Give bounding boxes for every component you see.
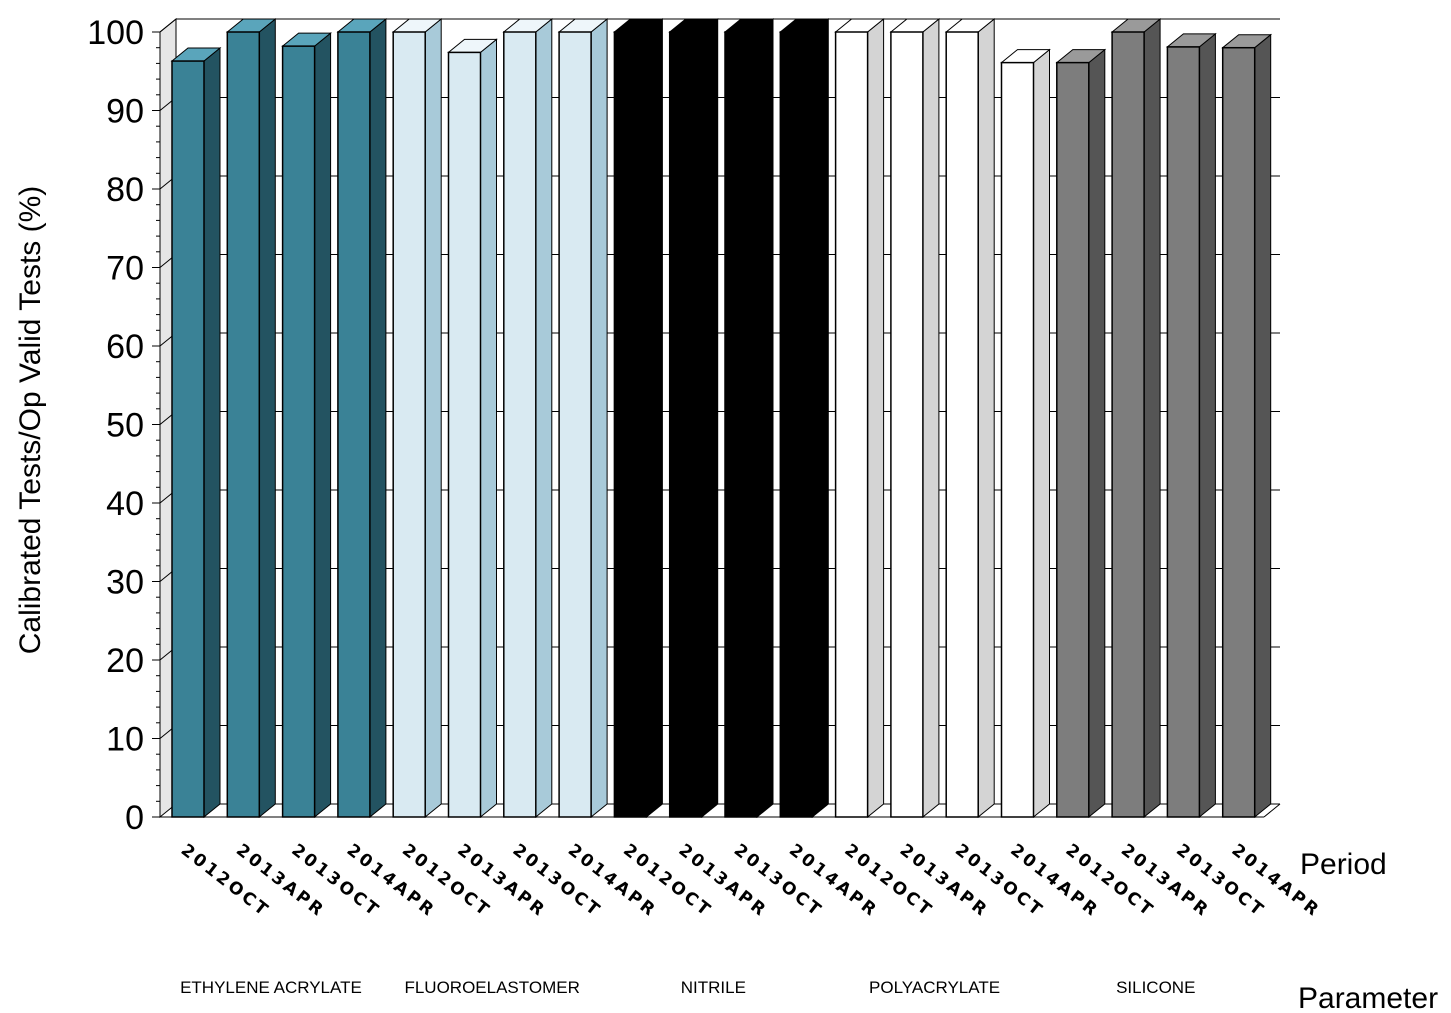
bar-side	[1088, 48, 1106, 819]
bars	[170, 17, 1273, 819]
bar-front	[890, 31, 924, 818]
bar	[447, 38, 498, 819]
y-tick-label: 80	[106, 171, 144, 209]
bar	[502, 17, 554, 819]
y-tick-label: 60	[106, 328, 144, 366]
bar-side	[1143, 17, 1161, 819]
bar-side	[203, 46, 221, 819]
parameter-group-label: SILICONE	[1116, 978, 1195, 997]
bar-front	[945, 31, 979, 818]
bar	[1055, 48, 1107, 819]
bar-side	[867, 17, 885, 819]
bar-side	[811, 17, 829, 819]
bar-side	[369, 17, 387, 819]
bar-front	[613, 31, 648, 818]
y-tick-label: 20	[106, 642, 144, 680]
bar-front	[1111, 31, 1145, 818]
bar-front	[558, 31, 592, 818]
bar-front	[503, 31, 537, 818]
bar	[391, 17, 443, 819]
bar-side	[1033, 48, 1050, 819]
bar-front	[281, 45, 316, 818]
y-axis: 0 10 20 30 40 50 60 70 80 90 100	[87, 14, 161, 837]
bar	[834, 17, 886, 819]
bar-front	[171, 60, 205, 818]
bar-front	[226, 31, 261, 818]
parameter-group-label: POLYACRYLATE	[869, 978, 1000, 997]
y-tick-label: 0	[125, 799, 144, 837]
bar-side	[645, 17, 663, 819]
bar-front	[1166, 46, 1201, 818]
bar	[170, 46, 222, 819]
bar	[723, 17, 775, 819]
bar-side	[258, 17, 276, 819]
bar	[1221, 33, 1273, 819]
bar	[336, 17, 388, 819]
bar-side	[535, 17, 553, 819]
bar-side	[314, 32, 332, 819]
bar-front	[779, 31, 814, 818]
bar	[225, 17, 277, 819]
bar-side	[1254, 33, 1272, 819]
y-tick-label: 70	[106, 250, 144, 288]
bar-side	[977, 17, 995, 819]
bar-side	[480, 38, 497, 819]
bar-side	[1198, 32, 1216, 819]
y-tick-label: 100	[87, 14, 144, 52]
bar-front	[1000, 61, 1035, 818]
bar-front	[834, 31, 869, 818]
bar	[1000, 48, 1051, 819]
bar-front	[1056, 61, 1090, 818]
bar-front	[724, 31, 758, 818]
bar	[557, 17, 609, 819]
bar	[281, 32, 333, 819]
floor-right-edge	[1263, 803, 1281, 818]
x-axis-period-title: Period	[1300, 848, 1387, 881]
bar	[944, 17, 996, 819]
gridline-diagonal	[159, 18, 177, 33]
bar	[1110, 17, 1162, 819]
bar-front	[1221, 46, 1256, 818]
bar-side	[424, 17, 442, 819]
bar-front	[447, 51, 482, 818]
y-tick-label: 50	[106, 407, 144, 445]
parameter-group-label: NITRILE	[681, 978, 746, 997]
bar	[778, 17, 830, 819]
bar-front	[668, 31, 703, 818]
bar-front	[392, 31, 426, 818]
bar-side	[756, 17, 774, 819]
bar-side	[922, 17, 940, 819]
y-tick-label: 90	[106, 93, 144, 131]
bar-side	[701, 17, 719, 819]
parameter-group-label: ETHYLENE ACRYLATE	[180, 978, 362, 997]
bar-front	[337, 31, 371, 818]
y-axis-title: Calibrated Tests/Op Valid Tests (%)	[14, 186, 47, 655]
parameter-group-label: FLUOROELASTOMER	[404, 978, 579, 997]
bar-side	[590, 17, 608, 819]
y-tick-label: 10	[106, 721, 144, 759]
bar	[612, 17, 664, 819]
y-tick-label: 30	[106, 564, 144, 602]
y-tick-label: 40	[106, 485, 144, 523]
bar	[1165, 32, 1217, 819]
bar	[668, 17, 720, 819]
x-axis-parameter-title: Parameter	[1298, 982, 1438, 1013]
bar	[889, 17, 941, 819]
